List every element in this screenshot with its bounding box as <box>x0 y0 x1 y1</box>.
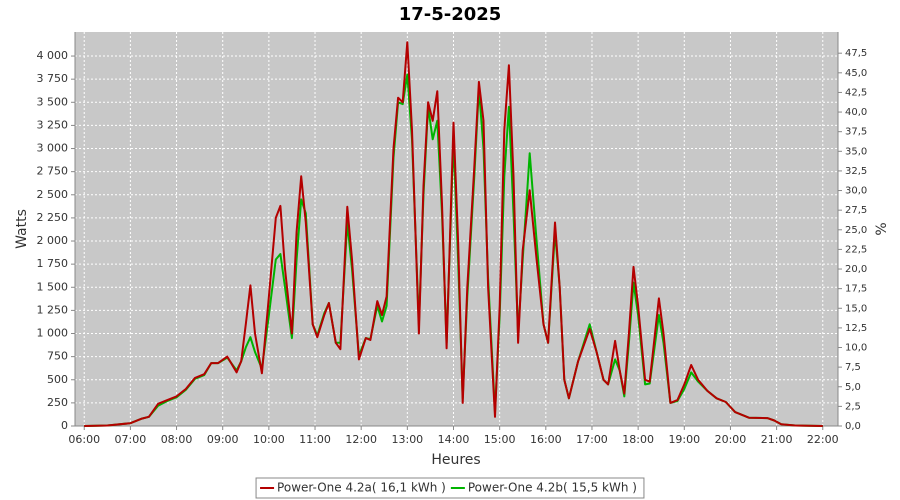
y2-axis-label: % <box>874 222 890 235</box>
y2-tick-label: 42,5 <box>845 87 867 98</box>
y2-tick-label: 0,0 <box>845 421 861 432</box>
y-tick-label: 3 750 <box>37 72 69 85</box>
y2-tick-label: 45,0 <box>845 68 867 79</box>
y-tick-label: 2 500 <box>37 188 69 201</box>
y-tick-label: 3 500 <box>37 95 69 108</box>
legend-label: Power-One 4.2a( 16,1 kWh ) <box>277 481 446 495</box>
y-tick-label: 1 500 <box>37 280 69 293</box>
y-tick-label: 2 750 <box>37 165 69 178</box>
y2-tick-label: 32,5 <box>845 166 867 177</box>
y-tick-label: 0 <box>61 419 68 432</box>
x-tick-label: 11:00 <box>299 433 331 446</box>
x-tick-label: 13:00 <box>391 433 423 446</box>
x-tick-label: 15:00 <box>484 433 516 446</box>
x-tick-label: 08:00 <box>161 433 193 446</box>
y-tick-label: 500 <box>47 373 68 386</box>
y2-tick-label: 5,0 <box>845 382 861 393</box>
y-tick-label: 3 000 <box>37 142 69 155</box>
y-tick-label: 2 250 <box>37 211 69 224</box>
y-tick-label: 750 <box>47 350 68 363</box>
y-tick-label: 3 250 <box>37 118 69 131</box>
legend-box <box>255 477 645 499</box>
y-tick-label: 250 <box>47 396 68 409</box>
y-tick-label: 1 250 <box>37 303 69 316</box>
series-line <box>84 41 823 427</box>
y-tick-label: 1 750 <box>37 257 69 270</box>
x-axis-label: Heures <box>431 452 480 468</box>
x-tick-label: 09:00 <box>207 433 239 446</box>
y2-tick-label: 22,5 <box>845 244 867 255</box>
y2-tick-label: 40,0 <box>845 107 867 118</box>
x-tick-label: 14:00 <box>438 433 470 446</box>
y-tick-label: 4 000 <box>37 49 69 62</box>
y2-tick-label: 7,5 <box>845 362 861 373</box>
y2-tick-label: 20,0 <box>845 264 867 275</box>
x-tick-label: 19:00 <box>668 433 700 446</box>
chart-title: 17-5-2025 <box>399 4 502 25</box>
y-axis-label: Watts <box>14 209 30 249</box>
legend-label: Power-One 4.2b( 15,5 kWh ) <box>468 481 637 495</box>
y2-tick-label: 30,0 <box>845 186 867 197</box>
x-tick-label: 07:00 <box>115 433 147 446</box>
legend: Power-One 4.2a( 16,1 kWh ) Power-One 4.2b… <box>255 477 645 499</box>
x-tick-label: 12:00 <box>345 433 377 446</box>
x-tick-label: 22:00 <box>807 433 839 446</box>
x-tick-label: 17:00 <box>576 433 608 446</box>
y-tick-label: 2 000 <box>37 234 69 247</box>
x-tick-label: 21:00 <box>761 433 793 446</box>
y2-tick-label: 12,5 <box>845 323 867 334</box>
x-tick-label: 18:00 <box>622 433 654 446</box>
y2-tick-label: 35,0 <box>845 146 867 157</box>
y2-tick-label: 27,5 <box>845 205 867 216</box>
y2-tick-label: 10,0 <box>845 343 867 354</box>
y2-tick-label: 15,0 <box>845 303 867 314</box>
x-tick-label: 20:00 <box>715 433 747 446</box>
x-tick-label: 06:00 <box>68 433 100 446</box>
x-tick-label: 10:00 <box>253 433 285 446</box>
y2-tick-label: 25,0 <box>845 225 867 236</box>
y2-tick-label: 17,5 <box>845 284 867 295</box>
y2-tick-label: 37,5 <box>845 127 867 138</box>
x-tick-label: 16:00 <box>530 433 562 446</box>
y2-tick-label: 2,5 <box>845 401 861 412</box>
y2-tick-label: 47,5 <box>845 48 867 59</box>
y-tick-label: 1 000 <box>37 327 69 340</box>
